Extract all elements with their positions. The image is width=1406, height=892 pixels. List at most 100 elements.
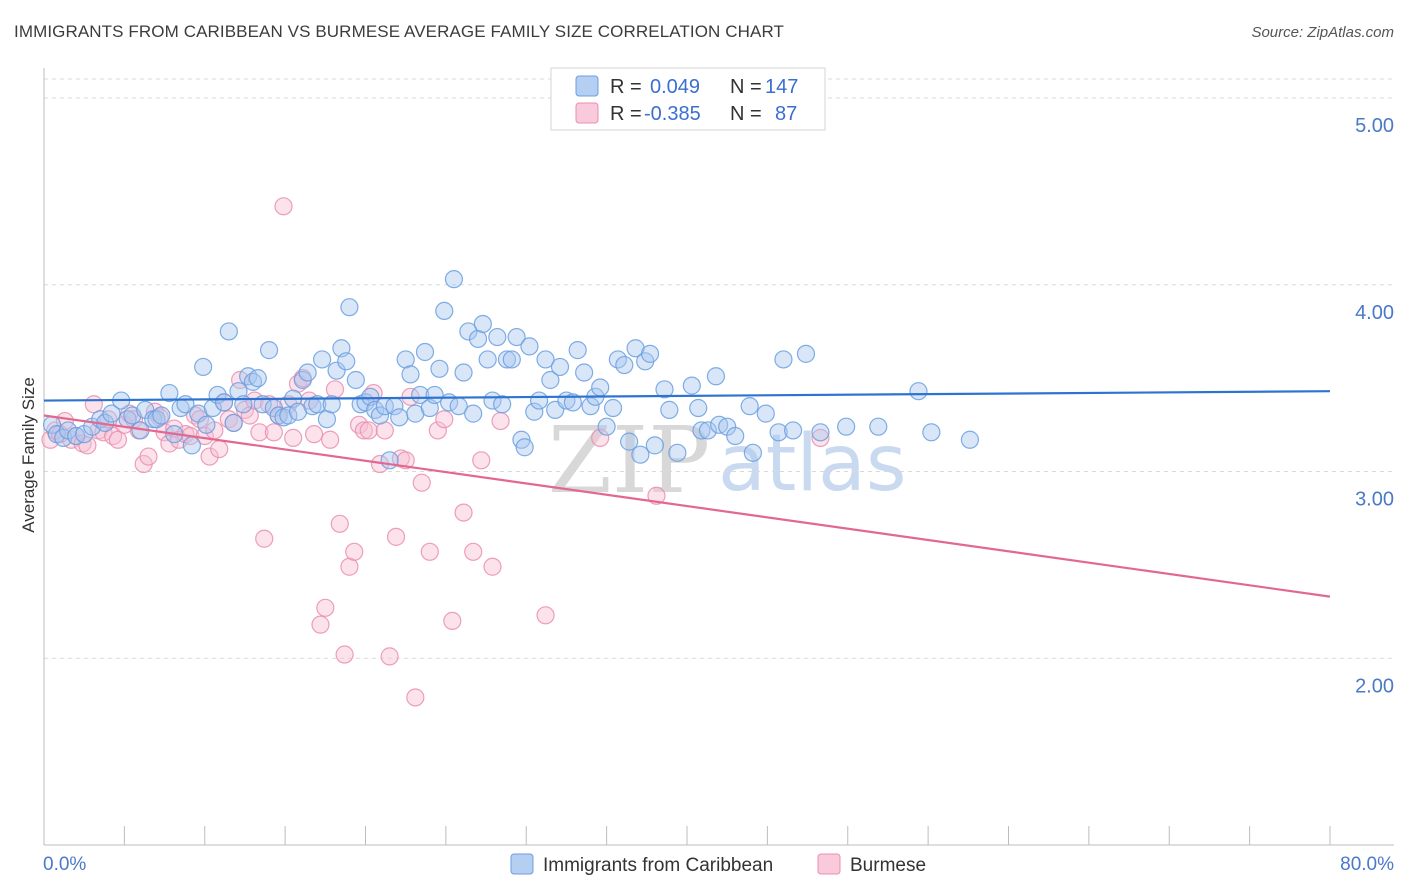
watermark-zip: ZIP [548, 407, 710, 514]
bottom-legend-label-caribbean: Immigrants from Caribbean [543, 855, 773, 876]
caribbean-point [726, 426, 745, 446]
caribbean-point [366, 400, 385, 419]
legend-swatch-caribbean [575, 75, 599, 97]
burmese-point [412, 473, 431, 492]
stats-legend: R = 0.049 N = 147 R = -0.385 N = 87 [550, 67, 826, 131]
legend-n-value-caribbean: 147 [765, 76, 798, 98]
caribbean-point [960, 430, 980, 449]
caribbean-point [337, 352, 356, 371]
caribbean-point [473, 314, 492, 334]
caribbean-point [298, 363, 317, 382]
caribbean-point [591, 378, 610, 397]
burmese-point [354, 421, 373, 440]
caribbean-point [692, 421, 711, 440]
caribbean-point [478, 350, 497, 369]
series-legend: Immigrants from Caribbean Burmese [510, 853, 926, 876]
burmese-point [330, 514, 349, 533]
caribbean-point [550, 357, 570, 377]
bottom-legend-label-burmese: Burmese [850, 855, 926, 876]
caribbean-point [435, 301, 454, 321]
caribbean-point [515, 438, 534, 457]
burmese-points [41, 197, 830, 707]
burmese-point [811, 428, 830, 447]
caribbean-point [160, 383, 179, 403]
legend-r-label-burmese: R = [610, 103, 642, 125]
burmese-point [108, 430, 128, 449]
burmese-point [435, 410, 454, 429]
burmese-point [274, 197, 293, 216]
caribbean-point [525, 402, 544, 421]
burmese-point [335, 645, 354, 664]
burmese-point [428, 421, 447, 440]
caribbean-point [597, 417, 616, 436]
caribbean-point [444, 270, 464, 289]
caribbean-point [464, 404, 483, 423]
caribbean-point [774, 350, 793, 369]
legend-r-label-caribbean: R = [610, 76, 642, 98]
burmese-point [359, 421, 378, 440]
caribbean-point [520, 337, 539, 356]
burmese-point [464, 542, 483, 561]
caribbean-point [370, 406, 390, 425]
caribbean-point [568, 341, 587, 360]
burmese-point [316, 598, 335, 617]
x-tick-label-min: 0.0% [43, 854, 86, 875]
caribbean-point [454, 363, 473, 382]
y-tick-label: 5.00 [1355, 115, 1394, 137]
caribbean-point [327, 361, 346, 380]
axes: 2.00 3.00 4.00 5.00 [43, 68, 1394, 846]
caribbean-point [425, 385, 444, 405]
caribbean-point [197, 415, 216, 434]
caribbean-point [837, 417, 856, 436]
caribbean-point [603, 398, 623, 418]
caribbean-point [909, 382, 928, 401]
burmese-point [311, 615, 330, 634]
caribbean-point [756, 404, 775, 423]
caribbean-point [259, 341, 279, 360]
burmese-point [200, 447, 219, 466]
caribbean-point [411, 385, 430, 405]
caribbean-point [769, 423, 788, 442]
caribbean-point [796, 344, 816, 363]
bottom-legend-swatch-burmese [817, 853, 841, 875]
burmese-point [250, 423, 269, 442]
burmese-point [264, 423, 283, 442]
y-tick-label: 2.00 [1355, 675, 1394, 697]
caribbean-point [340, 298, 359, 317]
caribbean-point [922, 423, 941, 442]
caribbean-point [689, 398, 708, 418]
caribbean-point [488, 327, 507, 347]
burmese-point [396, 451, 415, 470]
burmese-point [491, 411, 510, 431]
caribbean-point [380, 451, 399, 470]
caribbean-point [668, 443, 687, 462]
legend-r-value-burmese: -0.385 [644, 103, 701, 125]
caribbean-point [308, 395, 327, 414]
burmese-point [483, 557, 502, 576]
caribbean-point [497, 350, 517, 369]
burmese-point [443, 611, 462, 631]
burmese-point [255, 529, 274, 548]
caribbean-point [706, 367, 726, 386]
caribbean-points [42, 270, 980, 470]
caribbean-point [322, 395, 341, 414]
caribbean-point [401, 365, 420, 384]
burmese-point [139, 447, 158, 466]
caribbean-point [182, 436, 201, 455]
caribbean-point [682, 376, 701, 395]
burmese-point [380, 647, 399, 666]
caribbean-trend-line [43, 390, 1331, 402]
burmese-point [647, 486, 666, 505]
y-tick-label: 4.00 [1355, 302, 1394, 324]
caribbean-point [660, 400, 679, 419]
caribbean-point [279, 406, 298, 425]
caribbean-point [631, 445, 650, 464]
burmese-point [325, 380, 345, 399]
caribbean-point [698, 421, 717, 440]
burmese-point [386, 527, 406, 546]
burmese-point [210, 439, 229, 459]
burmese-point [454, 503, 473, 522]
burmese-point [284, 428, 303, 447]
burmese-point [304, 425, 324, 444]
burmese-point [406, 688, 425, 707]
